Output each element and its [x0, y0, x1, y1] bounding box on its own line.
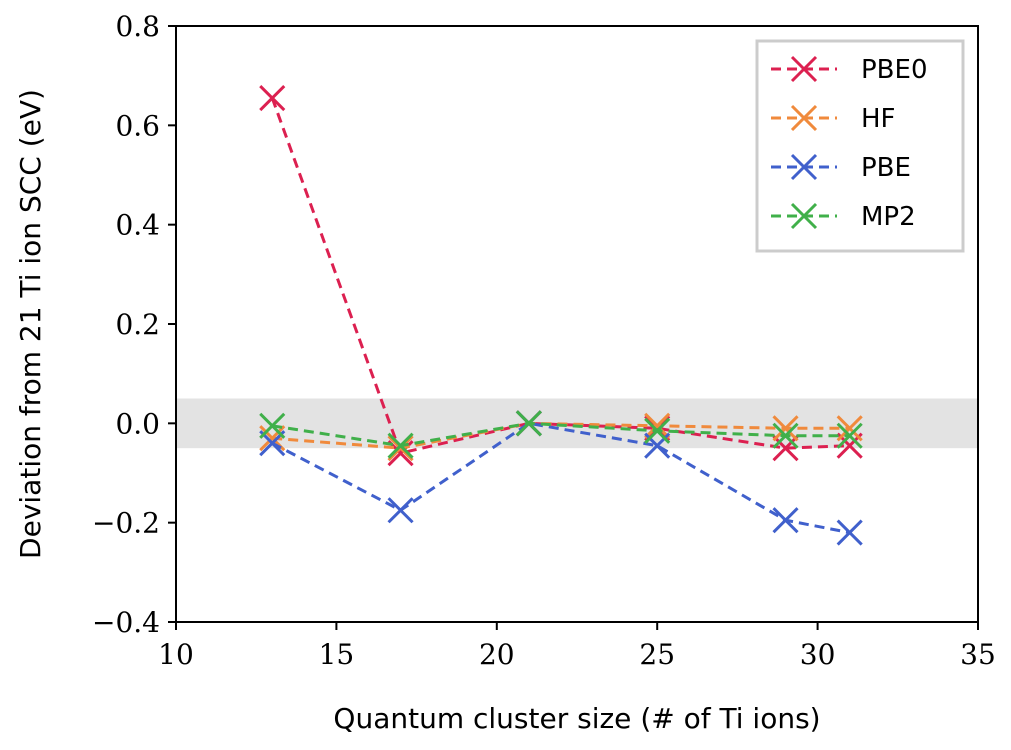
legend-item-hf: HF	[771, 104, 896, 134]
legend-swatch-marker	[790, 153, 818, 181]
data-point-marker	[772, 415, 799, 442]
data-point-marker	[772, 422, 799, 449]
x-tick-label: 10	[158, 638, 194, 671]
legend-swatch-marker	[790, 55, 818, 83]
data-point-marker	[644, 417, 671, 444]
legend-swatch-marker	[790, 202, 818, 230]
series-mp2	[259, 410, 863, 459]
data-point-marker	[259, 84, 286, 112]
legend-label: PBE0	[861, 55, 928, 85]
y-tick-label: 0.0	[115, 407, 160, 440]
series-line	[272, 421, 850, 448]
legend-box	[755, 39, 965, 253]
data-point-marker	[515, 410, 542, 437]
y-tick-label: −0.2	[92, 507, 160, 540]
legend-label: HF	[861, 104, 896, 134]
legend-label: MP2	[861, 202, 916, 232]
y-tick-label: 0.2	[115, 308, 160, 341]
x-tick-label: 30	[800, 638, 836, 671]
data-point-marker	[387, 432, 414, 459]
data-point-marker	[387, 435, 414, 462]
x-tick-label: 15	[319, 638, 355, 671]
data-point-marker	[387, 497, 414, 524]
y-tick-label: 0.4	[115, 209, 160, 242]
series-layer	[259, 84, 863, 546]
data-point-marker	[259, 412, 286, 439]
y-axis-label: Deviation from 21 Ti ion SCC (eV)	[14, 89, 47, 559]
y-tick-label: −0.4	[92, 606, 160, 639]
y-tick-label: 0.6	[115, 109, 160, 142]
legend-label: PBE	[861, 153, 911, 183]
legend: PBE0 HF PBE MP2	[755, 39, 965, 253]
legend-item-pbe0: PBE0	[771, 55, 928, 85]
legend-item-mp2: MP2	[771, 202, 916, 232]
x-axis-label: Quantum cluster size (# of Ti ions)	[333, 702, 820, 735]
data-point-marker	[644, 412, 671, 439]
series-line	[271, 421, 850, 535]
x-axis-ticks: 10 15 20 25 30 35	[158, 622, 996, 671]
legend-swatch-marker	[790, 104, 818, 132]
data-point-marker	[836, 415, 863, 442]
data-point-marker	[836, 422, 863, 449]
x-tick-label: 20	[479, 638, 515, 671]
data-point-marker	[836, 519, 863, 546]
y-tick-label: 0.8	[115, 10, 160, 43]
data-point-marker	[772, 507, 799, 534]
y-axis-ticks: −0.4 −0.2 0.0 0.2 0.4 0.6 0.8	[92, 10, 176, 639]
data-point-marker	[772, 435, 799, 462]
legend-item-pbe: PBE	[771, 153, 911, 183]
series-line	[272, 421, 850, 450]
x-tick-label: 35	[960, 638, 996, 671]
x-tick-label: 25	[639, 638, 675, 671]
